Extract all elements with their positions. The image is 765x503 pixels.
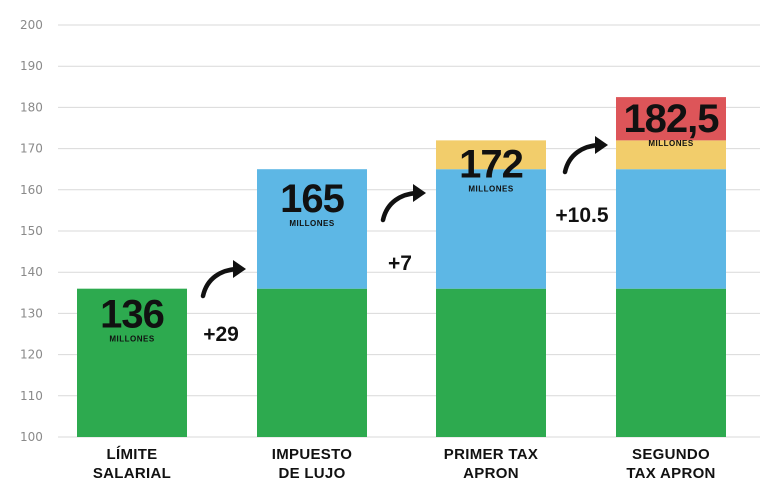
y-tick-label: 190 (20, 59, 43, 73)
arrow-stroke (380, 190, 420, 223)
bar-segment (257, 169, 367, 289)
bar-segment (616, 140, 726, 170)
total-value-label: 172 (459, 142, 523, 186)
increment-label: +29 (203, 323, 239, 346)
category-label: IMPUESTO (272, 446, 353, 463)
total-value-label: 165 (280, 177, 344, 221)
unit-label: MILLONES (109, 335, 154, 344)
y-tick-label: 160 (20, 183, 43, 197)
unit-label: MILLONES (648, 139, 693, 148)
arrow-head (413, 184, 426, 202)
increment-label: +10.5 (555, 204, 608, 227)
total-value-label: 182,5 (623, 97, 719, 141)
category-label: DE LUJO (278, 465, 345, 482)
bar-1 (77, 288, 187, 437)
arrow-head (595, 136, 608, 154)
bar-segment (616, 169, 726, 289)
y-tick-label: 130 (20, 306, 43, 320)
y-tick-label: 120 (20, 348, 43, 362)
y-tick-label: 100 (20, 430, 43, 444)
unit-label: MILLONES (468, 184, 513, 193)
bar-segment (257, 288, 367, 437)
bar-segment (436, 169, 546, 289)
category-label: SALARIAL (93, 465, 171, 482)
y-tick-label: 150 (20, 224, 43, 238)
y-tick-label: 180 (20, 100, 43, 114)
category-label: PRIMER TAX (444, 446, 538, 463)
bar-segment (436, 288, 546, 437)
y-tick-label: 140 (20, 265, 43, 279)
bar-4 (616, 97, 726, 437)
category-label: TAX APRON (626, 465, 715, 482)
category-label: LÍMITE (107, 446, 158, 463)
x-axis-labels: LÍMITE SALARIAL IMPUESTO DE LUJO PRIMER TAX A… (93, 446, 716, 482)
bar-segment (436, 140, 546, 170)
y-tick-label: 200 (20, 18, 43, 32)
total-value-label: 136 (100, 293, 164, 337)
curved-arrow-icon (562, 136, 608, 175)
arrow-head (233, 260, 246, 278)
bar-segment (616, 288, 726, 437)
bars (77, 97, 726, 437)
value-labels: 136MILLONES165MILLONES172MILLONES182,5MI… (100, 97, 720, 344)
y-axis-grid: 100 110 120 130 140 150 160 170 180 190 200 (20, 18, 760, 444)
unit-label: MILLONES (289, 219, 334, 228)
curved-arrow-icon (200, 260, 246, 299)
arrow-stroke (200, 266, 240, 299)
bar-3 (436, 140, 546, 437)
category-label: APRON (463, 465, 519, 482)
bar-segment (616, 97, 726, 141)
y-tick-label: 110 (20, 389, 43, 403)
y-tick-label: 170 (20, 142, 43, 156)
curved-arrow-icon (380, 184, 426, 223)
increment-label: +7 (388, 252, 412, 275)
increments: +29 +7 +10.5 (200, 136, 609, 346)
category-label: SEGUNDO (632, 446, 710, 463)
bar-segment (77, 288, 187, 437)
bar-2 (257, 169, 367, 437)
